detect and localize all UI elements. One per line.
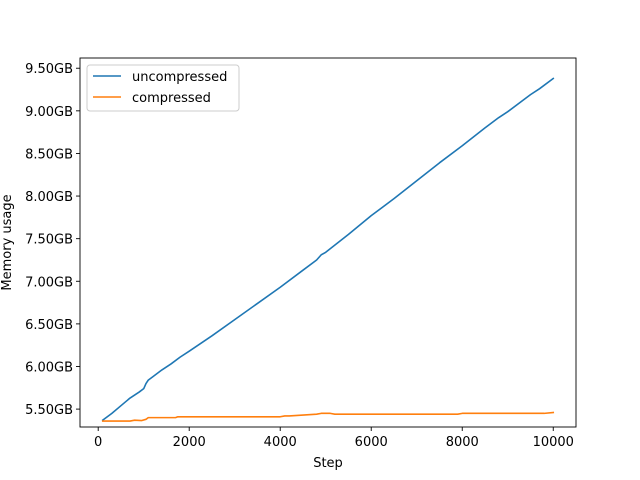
- y-tick-label: 9.50GB: [25, 62, 73, 77]
- x-tick-label: 6000: [355, 435, 388, 450]
- y-tick-label: 9.00GB: [25, 105, 73, 120]
- y-tick-label: 6.00GB: [25, 360, 73, 375]
- series-line-compressed: [101, 411, 555, 422]
- y-tick-label: 8.00GB: [25, 190, 73, 205]
- x-tick-label: 2000: [173, 435, 206, 450]
- legend-label-compressed: compressed: [132, 91, 211, 106]
- x-tick-label: 10000: [533, 435, 574, 450]
- series-group: [101, 77, 555, 422]
- y-axis: 5.50GB 6.00GB 6.50GB 7.00GB 7.50GB 8.00GB 8.50…: [25, 62, 80, 418]
- y-tick-label: 7.00GB: [25, 275, 73, 290]
- y-axis-label: Memory usage: [0, 194, 15, 290]
- y-tick-label: 6.50GB: [25, 318, 73, 333]
- x-axis-label: Step: [313, 456, 343, 471]
- y-tick-label: 7.50GB: [25, 233, 73, 248]
- legend: uncompressed compressed: [86, 64, 240, 112]
- x-tick-label: 4000: [264, 435, 297, 450]
- x-tick-label: 8000: [446, 435, 479, 450]
- y-tick-label: 5.50GB: [25, 403, 73, 418]
- plot-frame: [79, 57, 577, 428]
- series-line-uncompressed: [101, 77, 555, 422]
- x-axis: 0 2000 4000 6000 8000 10000: [94, 427, 574, 450]
- legend-label-uncompressed: uncompressed: [132, 70, 227, 85]
- x-tick-label: 0: [94, 435, 102, 450]
- legend-box: [86, 64, 240, 112]
- y-tick-label: 8.50GB: [25, 147, 73, 162]
